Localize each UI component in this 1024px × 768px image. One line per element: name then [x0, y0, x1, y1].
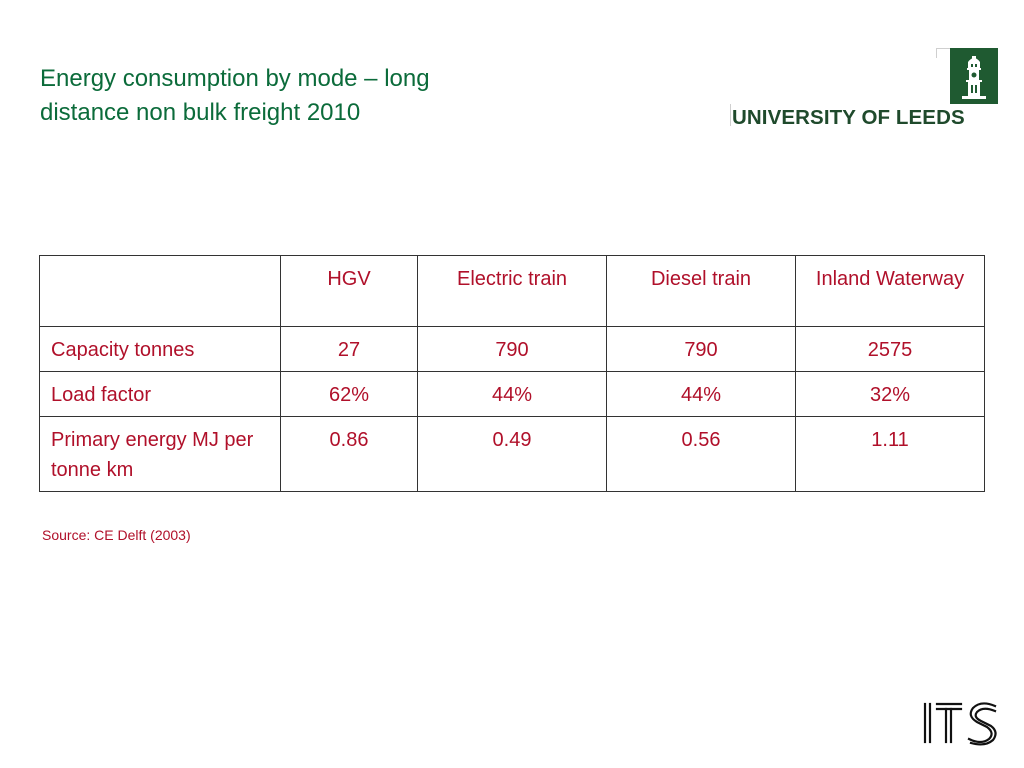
- leeds-tower-crest-icon: [950, 48, 998, 104]
- table-cell: 2575: [795, 326, 985, 372]
- table-cell: 32%: [795, 371, 985, 417]
- row-label: Primary energy MJ per tonne km: [39, 416, 281, 492]
- table-header-row: HGV Electric train Diesel train Inland W…: [39, 255, 985, 327]
- table-cell: 1.11: [795, 416, 985, 492]
- table-cell: 0.56: [606, 416, 796, 492]
- row-label: Load factor: [39, 371, 281, 417]
- table-cell: 790: [417, 326, 607, 372]
- its-logo-icon: [923, 702, 997, 746]
- university-logo: UNIVERSITY OF LEEDS: [726, 44, 1000, 134]
- table-header-cell: Diesel train: [606, 255, 796, 327]
- table-cell: 790: [606, 326, 796, 372]
- table-header-cell: HGV: [280, 255, 418, 327]
- table-cell: 27: [280, 326, 418, 372]
- table-cell: 0.49: [417, 416, 607, 492]
- table-header-cell: Inland Waterway: [795, 255, 985, 327]
- source-note: Source: CE Delft (2003): [42, 527, 191, 543]
- table-cell: 0.86: [280, 416, 418, 492]
- slide-title: Energy consumption by mode – long distan…: [40, 62, 560, 130]
- row-label: Capacity tonnes: [39, 326, 281, 372]
- table-cell: 62%: [280, 371, 418, 417]
- table-header-cell: Electric train: [417, 255, 607, 327]
- table-row: Load factor 62% 44% 44% 32%: [39, 371, 985, 417]
- table-row: Capacity tonnes 27 790 790 2575: [39, 326, 985, 372]
- logo-frame-bottom-left: [730, 104, 731, 126]
- energy-table: HGV Electric train Diesel train Inland W…: [39, 255, 985, 492]
- university-wordmark: UNIVERSITY OF LEEDS: [732, 106, 965, 129]
- slide-title-line-1: Energy consumption by mode – long: [40, 65, 430, 92]
- slide-title-line-2: distance non bulk freight 2010: [40, 99, 361, 126]
- table-cell: 44%: [417, 371, 607, 417]
- table-header-cell: [39, 255, 281, 327]
- logo-frame-left: [936, 48, 937, 58]
- table-cell: 44%: [606, 371, 796, 417]
- table-row: Primary energy MJ per tonne km 0.86 0.49…: [39, 416, 985, 492]
